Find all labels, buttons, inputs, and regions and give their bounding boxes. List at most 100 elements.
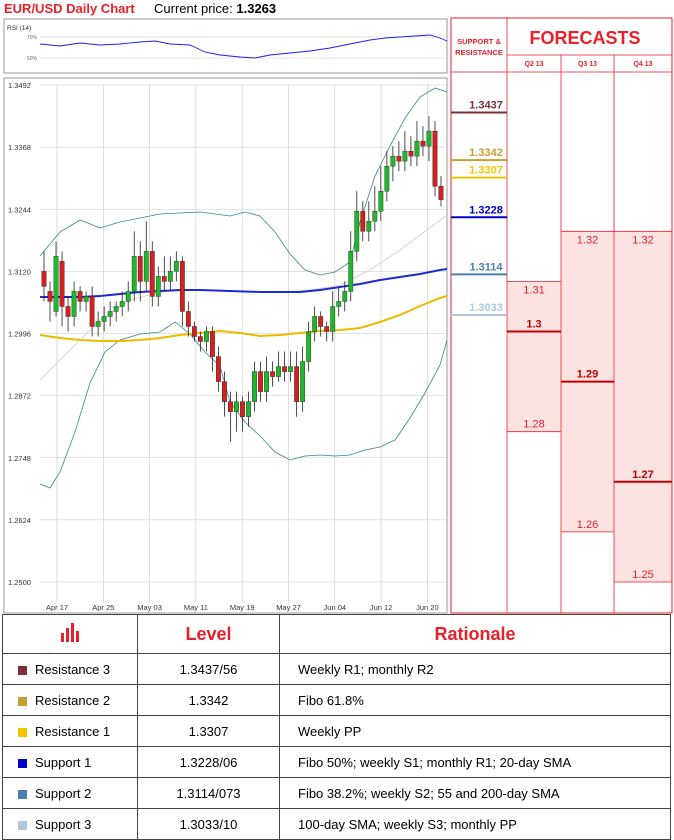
- sr-level-label: 1.3437: [469, 100, 503, 112]
- forecast-high-label: 1.31: [523, 284, 544, 296]
- x-tick-label: May 11: [184, 603, 208, 612]
- bar-chart-icon: [61, 622, 79, 642]
- levels-table: Level Rationale Resistance 3 1.3437/56 Wee…: [2, 614, 671, 840]
- level-name-cell: Support 2: [2, 777, 138, 809]
- level-name-cell: Resistance 2: [2, 684, 138, 716]
- level-color-swatch: [18, 789, 27, 799]
- y-tick-label: 1.2748: [8, 454, 31, 463]
- column-header-level: Level: [137, 614, 280, 654]
- y-tick-label: 1.2872: [8, 392, 31, 401]
- price-area: [3, 77, 448, 614]
- level-color-swatch: [18, 696, 27, 706]
- level-name: Resistance 3: [35, 661, 111, 677]
- sr-level-label: 1.3033: [469, 302, 503, 314]
- candle-body: [360, 211, 366, 232]
- table-row: Support 3 1.3033/10 100-day SMA; weekly S3…: [2, 808, 671, 840]
- sr-level-label: 1.3307: [469, 165, 503, 177]
- candle-body: [185, 311, 191, 327]
- x-tick-label: May 19: [230, 603, 255, 612]
- forecast-quarter-label: Q2 13: [524, 61, 543, 68]
- candle-body: [204, 331, 209, 342]
- level-rationale: Fibo 38.2%; weekly S2; 55 and 200-day SM…: [279, 777, 671, 809]
- candle-body: [366, 221, 372, 232]
- level-value: 1.3307: [137, 715, 280, 747]
- forecast-low-label: 1.28: [523, 419, 544, 431]
- candle-body: [210, 331, 215, 357]
- forecast-range-band: [507, 281, 561, 432]
- level-name: Support 1: [35, 754, 92, 770]
- level-rationale: Fibo 61.8%: [279, 684, 671, 716]
- forecast-mid-label: 1.27: [632, 469, 653, 481]
- level-color-swatch: [18, 665, 27, 675]
- level-rationale: Weekly PP: [279, 715, 671, 747]
- price-chart: RSI (14) 70% 50% 1.3492 1.3368 1.3244 1.312…: [3, 17, 673, 614]
- candle-body: [47, 291, 53, 302]
- level-value: 1.3114/073: [137, 777, 280, 809]
- candle-body: [402, 150, 408, 162]
- rsi-tick-50: 50%: [27, 56, 38, 62]
- candle-body: [161, 276, 167, 282]
- table-row: Support 1 1.3228/06 Fibo 50%; weekly S1; m…: [2, 746, 671, 778]
- x-tick-label: Apr 17: [46, 603, 68, 612]
- bollinger-upper: [39, 87, 448, 276]
- candle-body: [372, 211, 378, 222]
- forecast-mid-label: 1.3: [526, 318, 541, 330]
- candle-body: [306, 331, 312, 362]
- candle-body: [408, 150, 414, 157]
- candle-body: [264, 371, 269, 392]
- table-row: Resistance 3 1.3437/56 Weekly R1; monthly …: [2, 653, 671, 685]
- candle-body: [252, 371, 257, 402]
- sr-header-line-1: SUPPORT &: [457, 37, 501, 46]
- candle-body: [167, 271, 173, 282]
- candle-body: [41, 271, 47, 287]
- level-name-cell: Support 1: [2, 746, 138, 778]
- candle-body: [426, 130, 432, 147]
- level-value: 1.3228/06: [137, 746, 280, 778]
- forecast-range-band: [614, 231, 672, 582]
- candle-body: [336, 301, 342, 307]
- x-tick-label: Apr 25: [92, 603, 114, 612]
- y-tick-label: 1.2624: [8, 516, 31, 525]
- forecast-quarter-label: Q3 13: [578, 61, 597, 68]
- x-tick-label: Jun 20: [416, 603, 439, 612]
- level-color-swatch: [18, 758, 27, 768]
- candle-body: [282, 366, 287, 372]
- candle-body: [240, 401, 245, 417]
- sr-level-label: 1.3342: [469, 147, 503, 159]
- column-header-rationale: Rationale: [279, 614, 671, 654]
- candle-body: [258, 371, 263, 392]
- forecast-low-label: 1.25: [632, 569, 653, 581]
- table-row: Resistance 1 1.3307 Weekly PP: [2, 715, 671, 747]
- chart-title: EUR/USD Daily Chart: [4, 1, 135, 16]
- sr-header-line-2: RESISTANCE: [455, 48, 503, 57]
- candle-body: [71, 291, 77, 317]
- table-header-icon-cell: [2, 614, 138, 654]
- candle-body: [143, 251, 149, 282]
- sma-yellow: [39, 295, 448, 342]
- candle-body: [342, 291, 348, 302]
- candle-body: [438, 186, 444, 200]
- candle-body: [228, 401, 233, 412]
- candle-body: [288, 366, 294, 372]
- candle-body: [107, 311, 113, 317]
- level-name-cell: Resistance 1: [2, 715, 138, 747]
- level-color-swatch: [18, 820, 27, 830]
- candle-body: [137, 256, 143, 282]
- candle-body: [77, 291, 83, 302]
- candle-body: [222, 381, 227, 402]
- candle-body: [53, 256, 59, 312]
- candle-body: [119, 301, 125, 307]
- level-name-cell: Resistance 3: [2, 653, 138, 685]
- level-value: 1.3437/56: [137, 653, 280, 685]
- x-tick-label: Jun 04: [324, 603, 347, 612]
- current-price-value: 1.3263: [236, 1, 277, 16]
- forecast-low-label: 1.26: [577, 519, 598, 531]
- candle-body: [270, 371, 275, 377]
- forecasts-title: FORECASTS: [529, 28, 640, 48]
- candle-body: [354, 211, 360, 252]
- candle-body: [216, 356, 221, 382]
- x-tick-label: Jun 12: [370, 603, 393, 612]
- candle-body: [324, 326, 330, 332]
- candle-body: [95, 321, 101, 327]
- candle-body: [414, 140, 420, 157]
